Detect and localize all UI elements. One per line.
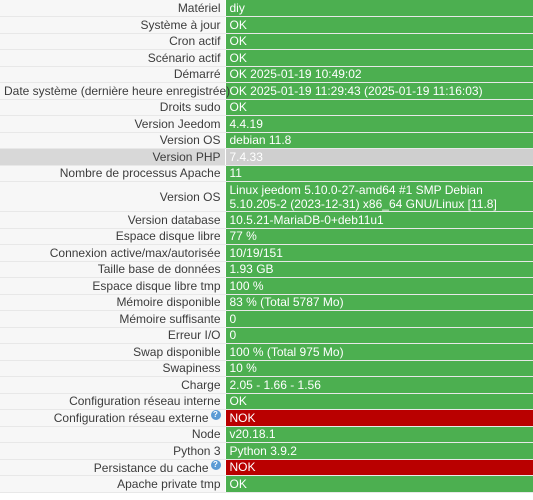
value-swap-disponible: 100 % (Total 975 Mo) — [224, 343, 533, 361]
row-apache-private-tmp: Apache private tmp OK — [0, 475, 533, 493]
row-scenario-actif: Scénario actif OK — [0, 49, 533, 67]
row-connexion: Connexion active/max/autorisée 10/19/151 — [0, 244, 533, 262]
value-systeme-a-jour: OK — [224, 16, 533, 34]
row-python3: Python 3 Python 3.9.2 — [0, 442, 533, 460]
label-charge: Charge — [0, 376, 225, 394]
value-version-php: 7.4.33 — [224, 148, 533, 166]
label-version-database: Version database — [0, 211, 225, 229]
label-version-os: Version OS — [0, 132, 225, 149]
label-taille-base: Taille base de données — [0, 261, 225, 278]
row-version-os-kernel: Version OS Linux jeedom 5.10.0-27-amd64 … — [0, 181, 533, 212]
value-memoire-disponible: 83 % (Total 5787 Mo) — [224, 294, 533, 311]
label-droits-sudo: Droits sudo — [0, 99, 225, 116]
label-espace-disque-tmp: Espace disque libre tmp — [0, 277, 225, 295]
row-systeme-a-jour: Système à jour OK — [0, 16, 533, 34]
value-espace-disque-libre: 77 % — [224, 228, 533, 245]
value-materiel: diy — [224, 0, 533, 17]
row-materiel: Matériel diy — [0, 0, 533, 17]
row-version-php: Version PHP 7.4.33 — [0, 148, 533, 166]
label-cron-actif: Cron actif — [0, 33, 225, 50]
row-taille-base: Taille base de données 1.93 GB — [0, 261, 533, 278]
row-memoire-suffisante: Mémoire suffisante 0 — [0, 310, 533, 328]
label-date-systeme: Date système (dernière heure enregistrée… — [0, 82, 230, 100]
row-swapiness: Swapiness 10 % — [0, 360, 533, 377]
label-systeme-a-jour: Système à jour — [0, 16, 225, 34]
label-memoire-disponible: Mémoire disponible — [0, 294, 225, 311]
value-version-database: 10.5.21-MariaDB-0+deb11u1 — [224, 211, 533, 229]
value-connexion: 10/19/151 — [224, 244, 533, 262]
row-reseau-interne: Configuration réseau interne OK — [0, 393, 533, 410]
label-reseau-externe: Configuration réseau externe — [53, 411, 209, 426]
question-circle-icon[interactable]: ? — [210, 459, 221, 470]
row-version-jeedom: Version Jeedom 4.4.19 — [0, 115, 533, 133]
label-cell-reseau-externe: Configuration réseau externe? — [0, 409, 225, 427]
label-swapiness: Swapiness — [0, 360, 225, 377]
label-espace-disque-libre: Espace disque libre — [0, 228, 225, 245]
label-processus-apache: Nombre de processus Apache — [0, 165, 225, 182]
row-date-systeme: Date système (dernière heure enregistrée… — [0, 82, 533, 100]
value-version-os: debian 11.8 — [224, 132, 533, 149]
row-charge: Charge 2.05 - 1.66 - 1.56 — [0, 376, 533, 394]
row-demarre: Démarré OK 2025-01-19 10:49:02 — [0, 66, 533, 83]
value-persistance-cache: NOK — [224, 459, 533, 476]
row-memoire-disponible: Mémoire disponible 83 % (Total 5787 Mo) — [0, 294, 533, 311]
label-apache-private-tmp: Apache private tmp — [0, 475, 225, 493]
row-droits-sudo: Droits sudo OK — [0, 99, 533, 116]
value-taille-base: 1.93 GB — [224, 261, 533, 278]
value-node: v20.18.1 — [224, 426, 533, 443]
value-droits-sudo: OK — [224, 99, 533, 116]
label-node: Node — [0, 426, 225, 443]
value-memoire-suffisante: 0 — [224, 310, 533, 328]
label-cell-persistance-cache: Persistance du cache? — [0, 459, 225, 476]
row-processus-apache: Nombre de processus Apache 11 — [0, 165, 533, 182]
question-circle-icon[interactable]: ? — [210, 410, 221, 421]
row-version-os: Version OS debian 11.8 — [0, 132, 533, 149]
value-processus-apache: 11 — [224, 165, 533, 182]
row-node: Node v20.18.1 — [0, 426, 533, 443]
label-swap-disponible: Swap disponible — [0, 343, 225, 361]
row-reseau-externe: Configuration réseau externe? NOK — [0, 409, 533, 427]
label-memoire-suffisante: Mémoire suffisante — [0, 310, 225, 328]
value-version-jeedom: 4.4.19 — [224, 115, 533, 133]
value-espace-disque-tmp: 100 % — [224, 277, 533, 295]
label-materiel: Matériel — [0, 0, 225, 17]
value-swapiness: 10 % — [224, 360, 533, 377]
label-python3: Python 3 — [0, 442, 225, 460]
row-persistance-cache: Persistance du cache? NOK — [0, 459, 533, 476]
value-reseau-interne: OK — [224, 393, 533, 410]
label-version-os-kernel: Version OS — [0, 181, 225, 212]
value-python3: Python 3.9.2 — [224, 442, 533, 460]
label-connexion: Connexion active/max/autorisée — [0, 244, 225, 262]
value-reseau-externe: NOK — [224, 409, 533, 427]
value-erreur-io: 0 — [224, 327, 533, 344]
row-erreur-io: Erreur I/O 0 — [0, 327, 533, 344]
row-espace-disque-tmp: Espace disque libre tmp 100 % — [0, 277, 533, 295]
row-cron-actif: Cron actif OK — [0, 33, 533, 50]
value-cron-actif: OK — [224, 33, 533, 50]
value-scenario-actif: OK — [224, 49, 533, 67]
label-scenario-actif: Scénario actif — [0, 49, 225, 67]
label-persistance-cache: Persistance du cache — [93, 460, 209, 475]
value-charge: 2.05 - 1.66 - 1.56 — [224, 376, 533, 394]
label-version-jeedom: Version Jeedom — [0, 115, 225, 133]
value-apache-private-tmp: OK — [224, 475, 533, 493]
row-espace-disque-libre: Espace disque libre 77 % — [0, 228, 533, 245]
label-reseau-interne: Configuration réseau interne — [0, 393, 225, 410]
row-version-database: Version database 10.5.21-MariaDB-0+deb11… — [0, 211, 533, 229]
label-version-php: Version PHP — [0, 148, 225, 166]
value-date-systeme: OK 2025-01-19 11:29:43 (2025-01-19 11:16… — [224, 82, 533, 100]
label-demarre: Démarré — [0, 66, 225, 83]
value-version-os-kernel: Linux jeedom 5.10.0-27-amd64 #1 SMP Debi… — [224, 181, 533, 212]
value-demarre: OK 2025-01-19 10:49:02 — [224, 66, 533, 83]
row-swap-disponible: Swap disponible 100 % (Total 975 Mo) — [0, 343, 533, 361]
label-erreur-io: Erreur I/O — [0, 327, 225, 344]
